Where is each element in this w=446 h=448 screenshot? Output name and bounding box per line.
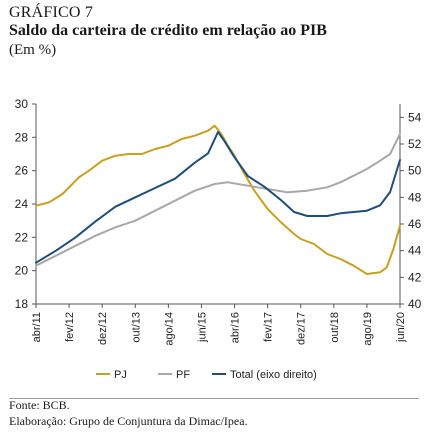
chart-title: Saldo da carteira de crédito em relação …	[9, 22, 327, 39]
left-tick-label: 20	[15, 264, 29, 278]
x-tick-label: abr/11	[31, 312, 43, 342]
source-note: Fonte: BCB.	[9, 398, 70, 412]
series-line-pj	[35, 124, 401, 275]
x-tick-label: ago/19	[362, 312, 374, 346]
line-chart: 18 20 22 24 26 28 30 40 42 44 46 48 50 52 54 abr/11 fev/…	[15, 97, 422, 381]
legend-label: Total (eixo direito)	[230, 369, 317, 381]
x-tick-label: jun/15	[196, 312, 208, 343]
x-tick-label: ago/14	[163, 312, 175, 346]
series-line-pf	[35, 133, 401, 267]
x-tick-label: dez/17	[296, 312, 308, 345]
right-tick-label: 44	[408, 244, 422, 258]
x-tick-label: fev/12	[64, 312, 76, 342]
x-tick-label: dez/12	[97, 312, 109, 345]
left-tick-label: 18	[15, 297, 29, 311]
right-tick-label: 52	[408, 137, 422, 151]
x-tick-label: jun/20	[395, 312, 407, 343]
right-tick-label: 42	[408, 270, 422, 284]
chart-label: GRÁFICO 7	[9, 4, 94, 21]
series-line-total	[35, 131, 401, 264]
elaboration-note: Elaboração: Grupo de Conjuntura da Dimac…	[9, 414, 248, 428]
legend-label: PJ	[114, 369, 127, 381]
left-tick-label: 22	[15, 230, 29, 244]
left-tick-label: 26	[15, 164, 29, 178]
left-tick-label: 24	[15, 197, 29, 211]
x-tick-label: out/18	[329, 312, 341, 343]
left-tick-label: 30	[15, 97, 29, 111]
left-tick-label: 28	[15, 130, 29, 144]
x-tick-label: out/13	[130, 312, 142, 343]
right-tick-label: 46	[408, 217, 422, 231]
footer-divider	[9, 398, 419, 399]
right-tick-label: 50	[408, 164, 422, 178]
right-tick-label: 48	[408, 190, 422, 204]
x-tick-label: fev/17	[263, 312, 275, 342]
x-tick-label: abr/16	[230, 312, 242, 343]
right-tick-label: 54	[408, 110, 422, 124]
legend-label: PF	[176, 369, 190, 381]
chart-subtitle: (Em %)	[9, 42, 57, 58]
right-tick-label: 40	[408, 297, 422, 311]
